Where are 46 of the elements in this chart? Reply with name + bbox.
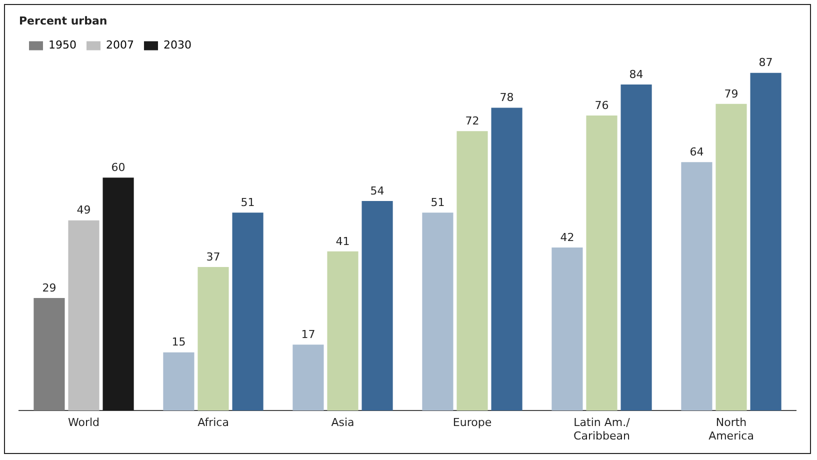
bar	[232, 212, 264, 411]
data-label: 54	[370, 184, 384, 198]
x-tick-label: Asia	[331, 416, 354, 430]
bar	[34, 298, 65, 411]
data-label: 41	[336, 234, 350, 248]
legend-label: 2007	[106, 38, 134, 52]
data-label: 87	[758, 56, 773, 70]
bar	[362, 200, 393, 411]
data-label: 51	[240, 196, 255, 209]
data-label: 79	[724, 87, 738, 100]
bar	[681, 162, 712, 411]
data-label: 37	[206, 250, 220, 264]
bar	[586, 116, 618, 411]
bar	[552, 248, 583, 411]
x-tick-label: Africa	[198, 416, 229, 430]
data-label: 29	[42, 281, 56, 294]
bar	[102, 178, 134, 411]
x-tick-label: World	[68, 416, 100, 430]
data-label: 78	[500, 91, 514, 104]
bar	[716, 104, 747, 411]
data-label: 51	[430, 196, 445, 209]
x-tick-label: Europe	[452, 416, 492, 430]
bar	[456, 131, 488, 411]
data-label: 49	[76, 204, 91, 217]
bar	[620, 84, 652, 411]
data-label: 76	[594, 98, 609, 112]
data-label: 72	[465, 114, 480, 128]
chart-title: Percent urban	[19, 14, 108, 28]
data-label: 42	[560, 230, 574, 244]
bar	[292, 344, 324, 411]
data-label: 64	[690, 145, 704, 158]
x-tick-label: North America	[708, 416, 754, 442]
bar	[198, 266, 229, 411]
data-label: 84	[629, 68, 644, 81]
data-label: 60	[111, 161, 126, 174]
bar	[750, 72, 782, 411]
legend-label: 2030	[163, 38, 192, 52]
bar	[422, 212, 454, 411]
data-label: 17	[301, 328, 316, 341]
legend-label: 1950	[48, 38, 76, 52]
data-label: 15	[172, 336, 186, 349]
x-tick-label: Latin Am./ Caribbean	[574, 416, 630, 442]
bar	[163, 352, 194, 411]
bar	[491, 108, 522, 411]
bar	[327, 251, 358, 411]
bar	[68, 220, 100, 411]
